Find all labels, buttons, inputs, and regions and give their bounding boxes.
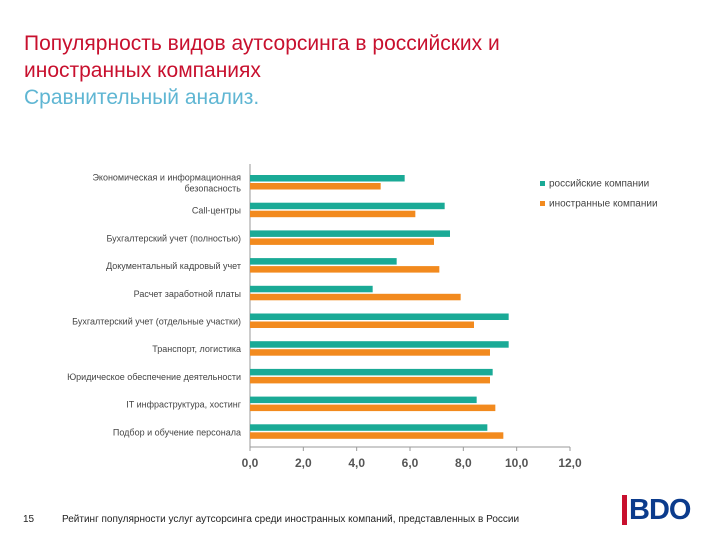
x-tick-label: 10,0 [505,456,529,470]
bar-russian [250,230,450,237]
category-label: Бухгалтерский учет (отдельные участки) [72,317,241,327]
bar-foreign [250,376,490,384]
bar-russian [250,175,405,182]
category-label: Экономическая и информационная [92,173,241,183]
bar-foreign [250,404,496,412]
bar-russian [250,258,397,265]
category-label: безопасность [184,184,241,194]
category-label: Бухгалтерский учет (полностью) [106,233,241,243]
logo-text: BDO [629,494,691,526]
bar-russian [250,341,509,348]
legend-swatch [540,181,545,186]
bar-foreign [250,293,461,301]
legend-label: иностранные компании [549,199,658,210]
category-label: Подбор и обучение персонала [113,427,241,437]
category-label: IT инфраструктура, хостинг [126,400,241,410]
x-tick-label: 2,0 [295,456,312,470]
category-label: Call-центры [192,206,241,216]
category-label: Транспорт, логистика [152,344,241,354]
legend-swatch [540,201,545,206]
x-tick-label: 0,0 [242,456,259,470]
bar-chart: 0,0 2,0 4,0 6,0 8,0 10,0 12,0 Экономическая и и… [67,164,658,470]
bar-foreign [250,238,434,245]
title-block: Популярность видов аутсорсинга в российс… [24,30,684,111]
bar-foreign [250,349,490,356]
x-tick-label: 4,0 [348,456,365,470]
bar-foreign [250,210,416,218]
bdo-logo: BDO [622,493,698,529]
bar-foreign [250,432,504,439]
x-tick-label: 6,0 [402,456,419,470]
category-label: Документальный кадровый учет [106,261,241,271]
page-subtitle: Сравнительный анализ. [24,86,260,109]
page-title-line-1: Популярность видов аутсорсинга в российс… [24,32,500,55]
logo-bar [622,495,627,525]
bar-russian [250,368,493,376]
bar-foreign [250,183,381,190]
bar-russian [250,396,477,404]
bar-russian [250,424,488,431]
bar-foreign [250,266,440,273]
page-number: 15 [23,514,35,525]
category-label: Юридическое обеспечение деятельности [67,372,241,382]
bar-foreign [250,321,474,328]
bar-russian [250,285,373,293]
category-label: Расчет заработной платы [134,289,241,299]
bar-russian [250,202,445,210]
legend-label: российские компании [549,179,649,190]
x-tick-label: 12,0 [558,456,582,470]
footer-note: Рейтинг популярности услуг аутсорсинга с… [62,514,520,525]
bar-russian [250,313,509,320]
x-tick-label: 8,0 [455,456,472,470]
page-title-line-2: иностранных компаниях [24,59,261,82]
